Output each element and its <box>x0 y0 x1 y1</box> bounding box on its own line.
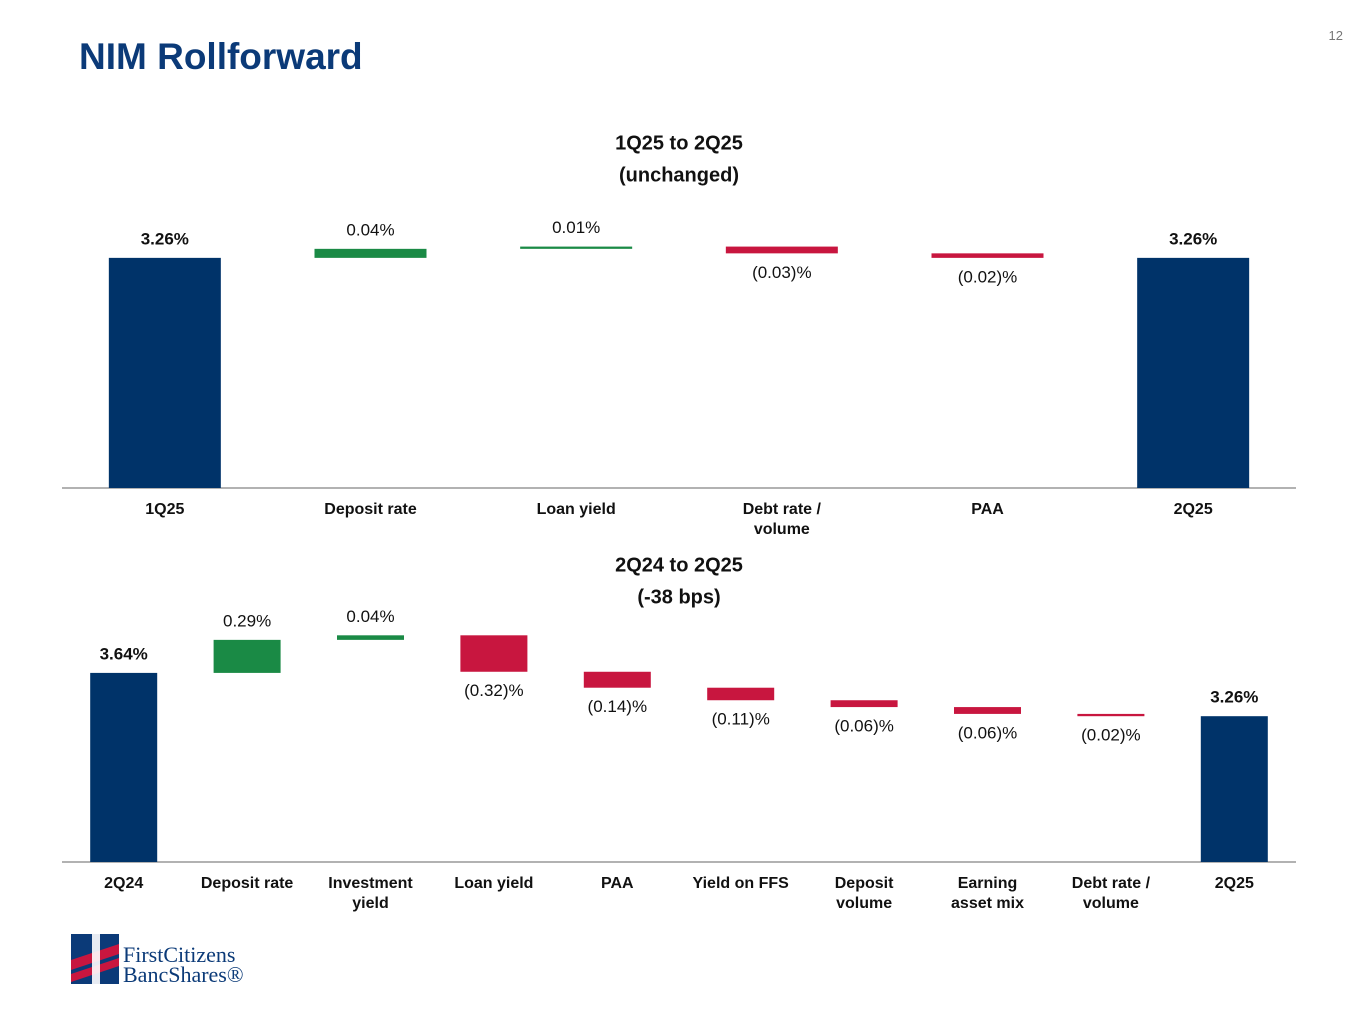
bar <box>337 635 404 640</box>
logo-line2: BancShares® <box>123 962 244 987</box>
total-label: 3.26% <box>1210 688 1258 707</box>
value-label: (0.06)% <box>834 717 894 736</box>
x-tick-label: Yield on FFS <box>692 875 789 892</box>
chart-title: 1Q25 to 2Q25 <box>615 132 743 154</box>
chart-subtitle: (unchanged) <box>619 164 739 186</box>
chart-subtitle: (-38 bps) <box>637 586 720 608</box>
x-tick-label: PAA <box>601 875 634 892</box>
x-tick-label: Deposit rate <box>324 501 417 518</box>
total-label: 3.26% <box>141 229 189 248</box>
bar <box>520 246 633 249</box>
x-tick-label: PAA <box>971 501 1004 518</box>
logo-mark <box>71 934 119 984</box>
bar <box>108 257 221 488</box>
slide-title: NIM Rollforward <box>79 36 363 77</box>
value-label: (0.14)% <box>588 697 648 716</box>
x-tick-label: Loan yield <box>454 875 534 892</box>
logo-line1: FirstCitizens <box>123 942 236 967</box>
total-label: 3.26% <box>1169 229 1217 248</box>
bar <box>931 253 1044 258</box>
bar <box>460 635 528 672</box>
total-label: 3.64% <box>100 644 148 663</box>
bar <box>707 687 775 701</box>
bar <box>1137 257 1250 488</box>
x-tick-label: Deposit rate <box>200 875 294 892</box>
chart-title: 2Q24 to 2Q25 <box>615 554 743 576</box>
value-label: (0.03)% <box>752 263 812 282</box>
x-tick-label: Deposit volume <box>834 875 894 912</box>
value-label: 0.04% <box>346 607 394 626</box>
x-tick-label: 2Q25 <box>1214 875 1254 892</box>
bar <box>1200 716 1268 862</box>
value-label: 0.04% <box>346 220 394 239</box>
x-tick-label: 2Q24 <box>104 875 144 892</box>
x-tick-label: Investment yield <box>328 875 413 912</box>
bar <box>90 672 158 862</box>
value-label: 0.01% <box>552 218 600 237</box>
x-tick-label: Debt rate / volume <box>742 501 821 538</box>
bar <box>830 700 898 708</box>
page-number: 12 <box>1328 28 1343 43</box>
value-label: (0.02)% <box>958 267 1018 286</box>
bar <box>1077 713 1145 717</box>
bar <box>725 246 838 254</box>
x-tick-label: Loan yield <box>536 501 616 518</box>
x-tick-label: Debt rate / volume <box>1071 875 1151 912</box>
x-tick-label: 1Q25 <box>145 501 185 518</box>
bar <box>213 639 281 673</box>
bar <box>954 707 1021 714</box>
value-label: (0.32)% <box>464 681 524 700</box>
bar <box>583 671 651 688</box>
x-tick-label: Earning asset mix <box>951 875 1024 912</box>
value-label: (0.11)% <box>712 710 770 729</box>
value-label: (0.02)% <box>1081 726 1141 745</box>
x-tick-label: 2Q25 <box>1173 501 1213 518</box>
bar <box>314 248 427 258</box>
value-label: 0.29% <box>223 611 271 630</box>
value-label: (0.06)% <box>958 723 1018 742</box>
